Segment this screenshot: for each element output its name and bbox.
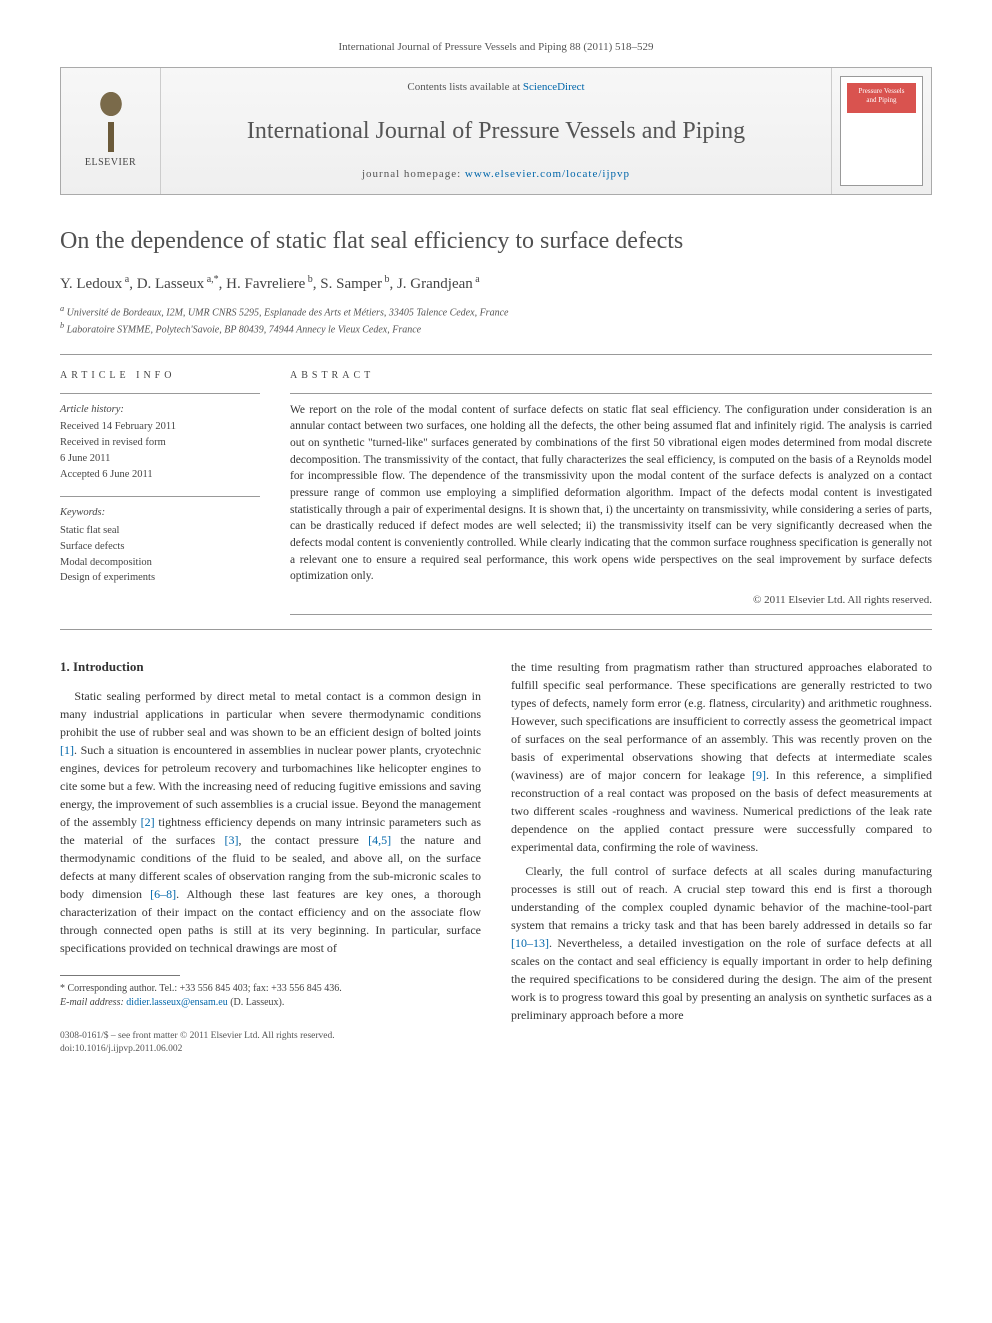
email-label: E-mail address: xyxy=(60,997,124,1008)
contents-available-line: Contents lists available at ScienceDirec… xyxy=(179,80,813,95)
header-center: Contents lists available at ScienceDirec… xyxy=(161,68,831,194)
issn-line: 0308-0161/$ – see front matter © 2011 El… xyxy=(60,1030,481,1043)
keyword: Static flat seal xyxy=(60,523,260,539)
aff-marker: a xyxy=(473,274,480,285)
keywords-label: Keywords: xyxy=(60,505,260,521)
aff-marker: a xyxy=(122,274,129,285)
keyword: Design of experiments xyxy=(60,570,260,586)
elsevier-tree-icon xyxy=(86,92,136,152)
article-info-column: ARTICLE INFO Article history: Received 1… xyxy=(60,369,260,616)
corresponding-footnote: * Corresponding author. Tel.: +33 556 84… xyxy=(60,982,481,1010)
body-paragraph: Static sealing performed by direct metal… xyxy=(60,687,481,957)
aff-marker: b xyxy=(305,274,313,285)
author-list: Y. Ledoux a, D. Lasseux a,*, H. Favrelie… xyxy=(60,273,932,295)
keywords-block: Keywords: Static flat seal Surface defec… xyxy=(60,505,260,586)
keyword: Surface defects xyxy=(60,539,260,555)
divider xyxy=(290,614,932,615)
section-heading-intro: 1. Introduction xyxy=(60,658,481,676)
author: J. Grandjean xyxy=(397,276,473,292)
keyword: Modal decomposition xyxy=(60,555,260,571)
corr-email-link[interactable]: didier.lasseux@ensam.eu xyxy=(126,997,227,1008)
affiliation-b: b Laboratoire SYMME, Polytech'Savoie, BP… xyxy=(60,320,932,337)
article-info-heading: ARTICLE INFO xyxy=(60,369,260,383)
left-column: 1. Introduction Static sealing performed… xyxy=(60,658,481,1056)
author: Y. Ledoux xyxy=(60,276,122,292)
article-title: On the dependence of static flat seal ef… xyxy=(60,225,932,259)
aff-marker: a, xyxy=(204,274,213,285)
abstract-copyright: © 2011 Elsevier Ltd. All rights reserved… xyxy=(290,593,932,608)
citation-line: International Journal of Pressure Vessel… xyxy=(60,40,932,55)
publisher-logo-block: ELSEVIER xyxy=(61,68,161,194)
info-abstract-row: ARTICLE INFO Article history: Received 1… xyxy=(60,355,932,630)
publisher-name: ELSEVIER xyxy=(85,156,136,170)
aff-marker: b xyxy=(382,274,390,285)
history-line: Accepted 6 June 2011 xyxy=(60,467,260,483)
journal-title: International Journal of Pressure Vessel… xyxy=(179,115,813,149)
body-paragraph: the time resulting from pragmatism rathe… xyxy=(511,658,932,856)
divider xyxy=(60,496,260,497)
homepage-link[interactable]: www.elsevier.com/locate/ijpvp xyxy=(465,168,630,180)
front-matter-meta: 0308-0161/$ – see front matter © 2011 El… xyxy=(60,1030,481,1057)
author: S. Samper xyxy=(320,276,382,292)
affiliation-a: a Université de Bordeaux, I2M, UMR CNRS … xyxy=(60,303,932,320)
email-attribution: (D. Lasseux). xyxy=(230,997,284,1008)
affiliations: a Université de Bordeaux, I2M, UMR CNRS … xyxy=(60,303,932,338)
right-column: the time resulting from pragmatism rathe… xyxy=(511,658,932,1056)
corresponding-marker: * xyxy=(214,274,219,285)
doi-line: doi:10.1016/j.ijpvp.2011.06.002 xyxy=(60,1043,481,1056)
footnote-rule xyxy=(60,975,180,976)
journal-header: ELSEVIER Contents lists available at Sci… xyxy=(60,67,932,195)
author: H. Favreliere xyxy=(226,276,305,292)
history-line: 6 June 2011 xyxy=(60,451,260,467)
journal-homepage-line: journal homepage: www.elsevier.com/locat… xyxy=(179,167,813,182)
history-block: Article history: Received 14 February 20… xyxy=(60,402,260,483)
history-line: Received 14 February 2011 xyxy=(60,419,260,435)
abstract-column: ABSTRACT We report on the role of the mo… xyxy=(290,369,932,616)
journal-cover-thumb xyxy=(831,68,931,194)
divider xyxy=(290,393,932,394)
sciencedirect-link[interactable]: ScienceDirect xyxy=(523,81,585,93)
cover-image-icon xyxy=(840,76,923,186)
history-line: Received in revised form xyxy=(60,435,260,451)
divider xyxy=(60,629,932,630)
corr-author-contact: * Corresponding author. Tel.: +33 556 84… xyxy=(60,982,481,996)
divider xyxy=(60,393,260,394)
homepage-prefix: journal homepage: xyxy=(362,168,465,180)
author: D. Lasseux xyxy=(137,276,205,292)
history-label: Article history: xyxy=(60,402,260,418)
abstract-text: We report on the role of the modal conte… xyxy=(290,402,932,585)
contents-prefix: Contents lists available at xyxy=(407,81,522,93)
body-two-column: 1. Introduction Static sealing performed… xyxy=(60,658,932,1056)
abstract-heading: ABSTRACT xyxy=(290,369,932,383)
body-paragraph: Clearly, the full control of surface def… xyxy=(511,862,932,1024)
